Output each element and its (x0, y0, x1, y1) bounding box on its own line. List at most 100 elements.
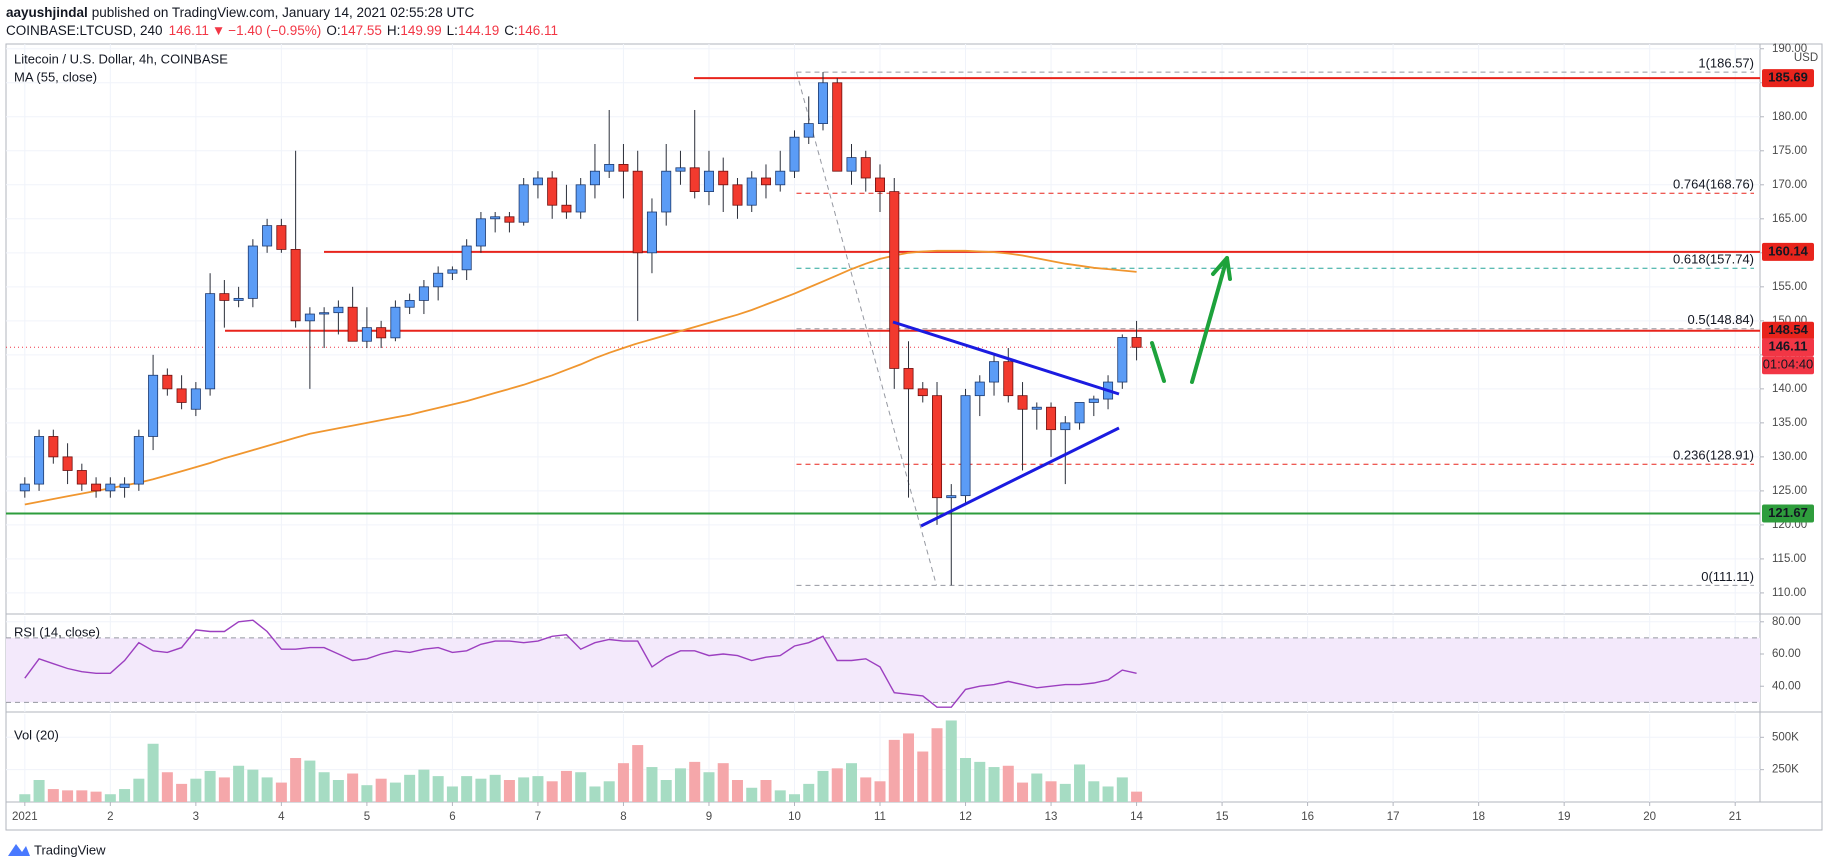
candle-body (105, 483, 116, 492)
candle-body (903, 368, 914, 390)
y-tick-label: 190.00 (1772, 43, 1807, 55)
volume-bar (190, 778, 202, 802)
x-tick-label: 14 (1130, 811, 1143, 823)
volume-bar (860, 777, 872, 802)
volume-bar (76, 790, 88, 802)
candle-body (1088, 398, 1099, 403)
candle-body (276, 225, 287, 250)
volume-bar (418, 769, 430, 802)
x-tick-label: 2021 (12, 811, 38, 823)
level-box (1762, 69, 1814, 88)
rsi-band (6, 637, 1760, 703)
x-tick-label: 3 (193, 811, 199, 823)
candle-body (618, 163, 629, 172)
price: 146.11 (169, 23, 209, 38)
arrow-head (1211, 256, 1232, 281)
ohlc-value: 144.19 (458, 23, 499, 38)
candle-body (575, 184, 586, 213)
volume-bar (803, 783, 815, 802)
candle-body (532, 177, 543, 186)
candle-body (433, 272, 444, 288)
volume-bar (290, 758, 302, 802)
x-tick-label: 4 (278, 811, 285, 823)
y-tick-label: 250K (1772, 764, 1799, 776)
candle-body (162, 374, 173, 390)
rsi-line (24, 619, 1137, 708)
candle-body (703, 170, 714, 193)
y-tick-label: 165.00 (1772, 213, 1807, 225)
volume-bar (589, 786, 601, 802)
volume-bar (332, 780, 344, 802)
candle-body (148, 374, 159, 437)
candle-body (732, 184, 743, 206)
candle-body (418, 286, 429, 301)
candle-body (447, 269, 458, 274)
volume-bar (846, 763, 858, 802)
x-tick-label: 6 (449, 811, 455, 823)
candle-body (76, 470, 87, 485)
candle-body (1017, 395, 1028, 410)
volume-bar (1002, 765, 1014, 802)
candle-body (490, 216, 501, 220)
candle-body (91, 483, 102, 492)
level-box (1762, 504, 1814, 523)
candle-body (561, 204, 572, 213)
volume-bar (304, 760, 316, 802)
volume-bar (831, 768, 843, 802)
ma-line (24, 249, 1137, 506)
candle-body (960, 395, 971, 497)
countdown: 01:04:40 (1763, 357, 1814, 372)
candle-body (361, 327, 372, 342)
volume-bar (931, 728, 943, 802)
x-tick-label: 16 (1301, 811, 1314, 823)
volume-bar (62, 790, 74, 802)
x-tick-label: 5 (364, 811, 370, 823)
candle-body (803, 123, 814, 138)
x-tick-label: 15 (1216, 811, 1229, 823)
volume-bar (446, 786, 458, 802)
candle-body (917, 388, 928, 397)
volume-bar (788, 794, 800, 802)
candle-body (846, 157, 857, 172)
ohlc-key: H: (387, 23, 401, 38)
x-tick-label: 10 (788, 811, 801, 823)
ma-label: MA (55, close) (14, 69, 97, 84)
candle-body (1074, 402, 1085, 424)
volume-bar (104, 794, 116, 802)
candle-body (589, 170, 600, 186)
candle-body (347, 306, 358, 342)
candle-body (119, 483, 130, 488)
level-label: 148.54 (1768, 322, 1809, 337)
header-line: aayushjindal published on TradingView.com… (6, 5, 475, 20)
candle-body (1003, 361, 1014, 397)
volume-bar (560, 770, 572, 802)
candle-body (319, 312, 330, 315)
candle-body (689, 167, 700, 193)
candle-body (746, 177, 757, 206)
candle-body (760, 177, 771, 186)
volume-bar (532, 776, 544, 802)
candle-body (48, 436, 59, 458)
chart-layer: 110.00115.00120.00125.00130.00135.00140.… (6, 43, 1822, 823)
logo-icon (8, 844, 30, 856)
volume-bar (632, 745, 644, 802)
drawings (892, 256, 1232, 528)
chart-frame (5, 43, 1823, 831)
y-tick-label: 135.00 (1772, 417, 1807, 429)
y-tick-label: 175.00 (1772, 145, 1807, 157)
change: −1.40 (−0.95%) (228, 23, 321, 38)
volume-bar (489, 774, 501, 802)
candle-body (333, 306, 344, 314)
volume-bar (176, 783, 188, 802)
candle-body (604, 163, 615, 172)
x-tick-label: 8 (620, 811, 626, 823)
volume-bar (945, 720, 957, 802)
fib-label: 0.236(128.91) (1673, 448, 1754, 463)
y-tick-label: 130.00 (1772, 451, 1807, 463)
volume-bar (1045, 781, 1057, 802)
volume-bar (33, 780, 45, 802)
y-tick-label: 500K (1772, 731, 1799, 743)
volume-bar (617, 763, 629, 802)
last-price-label: 146.11 (1768, 339, 1807, 354)
candle-body (775, 170, 786, 186)
